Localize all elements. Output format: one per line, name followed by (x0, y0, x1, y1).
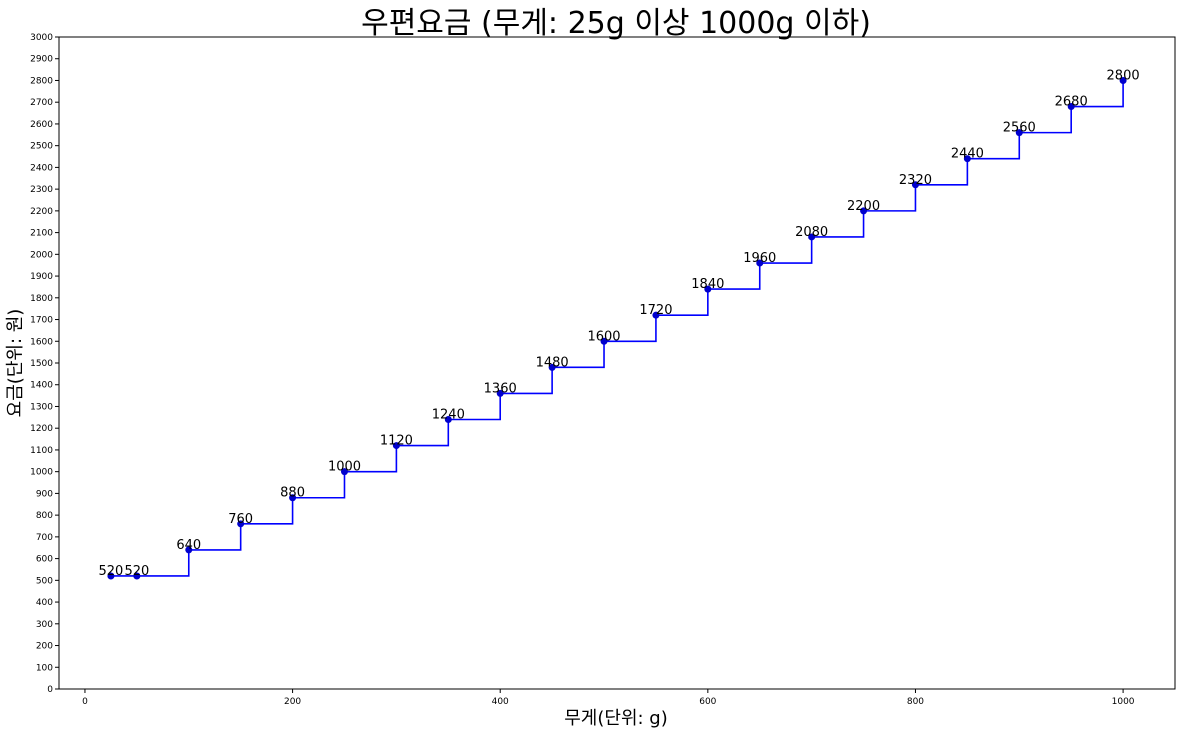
data-label: 1960 (743, 251, 776, 266)
x-tick-label: 0 (82, 697, 88, 707)
x-axis: 0 200 400 600 800 1000 (82, 689, 1135, 707)
y-tick-label: 1000 (30, 468, 53, 478)
data-point (860, 207, 868, 215)
y-tick-label: 1100 (30, 446, 53, 456)
data-label: 1240 (432, 408, 465, 423)
chart-title: 우편요금 (무게: 25g 이상 1000g 이하) (361, 6, 871, 41)
data-point (133, 572, 141, 580)
y-tick-label: 2200 (30, 207, 53, 217)
x-tick-label: 800 (907, 697, 924, 707)
data-label: 2200 (847, 199, 880, 214)
data-label: 520 (124, 564, 149, 579)
y-axis: 0 100 200 300 400 500 600 700 800 900 1000 1100 1200… (30, 33, 59, 695)
data-label: 2320 (899, 173, 932, 188)
data-point (340, 468, 348, 476)
y-tick-label: 500 (36, 576, 53, 586)
y-tick-label: 400 (36, 598, 53, 608)
y-tick-label: 1500 (30, 359, 53, 369)
y-tick-label: 1700 (30, 316, 53, 326)
x-tick-label: 200 (284, 697, 301, 707)
data-point (704, 285, 712, 293)
data-point (185, 546, 193, 554)
y-tick-label: 2400 (30, 163, 53, 173)
data-point (237, 520, 245, 528)
data-point (444, 416, 452, 424)
y-tick-label: 300 (36, 620, 53, 630)
data-point (107, 572, 115, 580)
y-tick-label: 1400 (30, 381, 53, 391)
data-point (1067, 103, 1075, 111)
data-label: 1000 (328, 460, 361, 475)
y-tick-label: 2800 (30, 76, 53, 86)
data-label: 1480 (536, 355, 569, 370)
y-tick-label: 2600 (30, 120, 53, 130)
data-point (808, 233, 816, 241)
y-tick-label: 3000 (30, 33, 53, 43)
y-tick-label: 1200 (30, 424, 53, 434)
y-tick-label: 1900 (30, 272, 53, 282)
y-tick-label: 700 (36, 533, 53, 543)
y-tick-label: 2300 (30, 185, 53, 195)
data-label: 2680 (1055, 95, 1088, 110)
y-tick-label: 200 (36, 642, 53, 652)
y-tick-label: 100 (36, 663, 53, 673)
y-tick-label: 2900 (30, 55, 53, 65)
y-tick-label: 800 (36, 511, 53, 521)
x-tick-label: 600 (699, 697, 716, 707)
y-tick-label: 1600 (30, 337, 53, 347)
data-label: 2560 (1003, 121, 1036, 136)
data-label: 640 (176, 538, 201, 553)
data-label: 2440 (951, 147, 984, 162)
data-label: 2080 (795, 225, 828, 240)
data-point (289, 494, 297, 502)
y-tick-label: 2500 (30, 142, 53, 152)
data-point (392, 442, 400, 450)
data-label: 1600 (587, 329, 620, 344)
y-tick-label: 900 (36, 489, 53, 499)
data-label: 2800 (1107, 68, 1140, 83)
data-point (756, 259, 764, 267)
data-label: 1360 (484, 381, 517, 396)
data-label: 520 (98, 564, 123, 579)
series-step-line (110, 80, 1124, 577)
data-point (911, 181, 919, 189)
y-tick-label: 600 (36, 555, 53, 565)
data-label: 1840 (691, 277, 724, 292)
x-tick-label: 400 (492, 697, 509, 707)
y-tick-label: 1800 (30, 294, 53, 304)
y-tick-label: 0 (47, 685, 53, 695)
y-tick-label: 2700 (30, 98, 53, 108)
data-points (107, 76, 1127, 580)
y-tick-label: 1300 (30, 402, 53, 412)
data-label: 1720 (639, 303, 672, 318)
data-point (1119, 76, 1127, 84)
data-point (548, 363, 556, 371)
y-tick-label: 2000 (30, 250, 53, 260)
data-point (496, 389, 504, 397)
data-point (963, 155, 971, 163)
data-point (652, 311, 660, 319)
data-label: 1120 (380, 434, 413, 449)
data-point (600, 337, 608, 345)
x-tick-label: 1000 (1112, 697, 1135, 707)
x-axis-label: 무게(단위: g) (564, 708, 668, 729)
data-label: 760 (228, 512, 253, 527)
data-label: 880 (280, 486, 305, 501)
data-point (1015, 129, 1023, 137)
data-labels: 520 520 640 760 880 1000 1120 1240 1360 1480 1600 1… (98, 68, 1139, 579)
y-axis-label: 요금(단위: 원) (5, 309, 26, 418)
y-tick-label: 2100 (30, 229, 53, 239)
